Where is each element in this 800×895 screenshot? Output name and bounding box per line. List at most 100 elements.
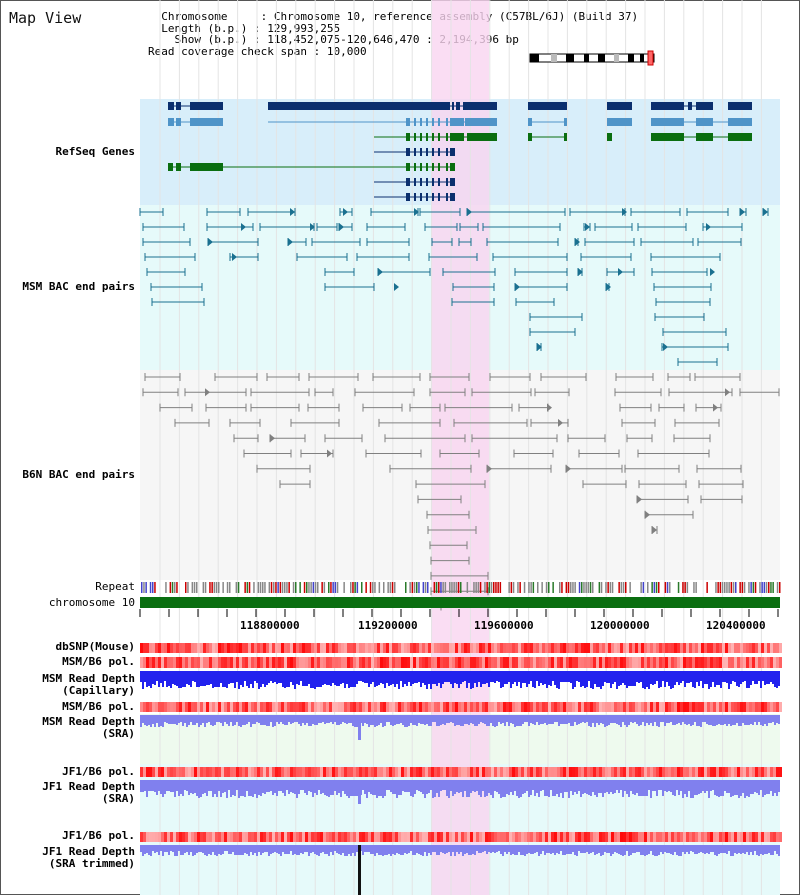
msm-b6-pol-heat-cell [770, 702, 773, 712]
track-label-msm-b6-pol-2[interactable]: MSM/B6 pol. [62, 700, 135, 713]
repeat-element [185, 582, 187, 593]
repeat-element [530, 582, 532, 593]
polymorphism-tracks[interactable] [140, 643, 782, 842]
dbsnp-heat-cell [509, 643, 512, 653]
msm-b6-pol-heat-cell [260, 657, 263, 668]
msm-b6-pol-heat-cell [275, 702, 278, 712]
msm-sra-depth-bar [766, 715, 768, 726]
jf1-sra-depth-bar [632, 780, 634, 794]
jf1-b6-pol-heat-cell [218, 832, 221, 842]
axis-tick-label: 120400000 [706, 619, 766, 632]
b6n-bac-arrow [487, 464, 492, 473]
jf1-sra-depth-bar [402, 780, 404, 791]
repeat-element [248, 582, 251, 593]
track-label-jf1-read-depth-sra-trimmed[interactable]: JF1 Read Depth (SRA trimmed) [10, 846, 135, 870]
msm-capillary-depth-bar [336, 671, 338, 686]
dbsnp-heat-cell [653, 643, 656, 653]
track-label-repeat[interactable]: Repeat [95, 580, 135, 593]
gene-exon [420, 193, 422, 201]
track-label-msm-bac[interactable]: MSM BAC end pairs [22, 280, 135, 293]
msm-b6-pol-heat-cell [194, 657, 197, 668]
msm-b6-pol-heat-cell [230, 702, 233, 712]
msm-b6-pol-heat-cell [305, 702, 308, 712]
jf1-sra-depth-bar [696, 780, 698, 795]
jf1-b6-pol-heat-cell [404, 832, 407, 842]
msm-capillary-depth-bar [434, 671, 436, 684]
jf1-sra-depth-bar [446, 780, 448, 796]
repeat-element [583, 582, 585, 593]
repeat-element [497, 582, 499, 593]
msm-capillary-depth-bar [632, 671, 634, 686]
track-label-msm-b6-pol-1[interactable]: MSM/B6 pol. [62, 655, 135, 668]
chromosome-ideogram[interactable] [529, 50, 655, 66]
dbsnp-heat-cell [650, 643, 653, 653]
jf1-trimmed-depth-bar [320, 845, 322, 853]
dbsnp-heat-cell [332, 643, 335, 653]
dbsnp-heat-cell [260, 643, 263, 653]
msm-b6-pol-heat-cell [521, 657, 524, 668]
repeat-element [317, 582, 319, 593]
read-depth-tracks[interactable] [140, 671, 780, 895]
jf1-trimmed-depth-bar [392, 845, 394, 854]
gene-exon [438, 148, 440, 156]
jf1-trimmed-depth-bar [460, 845, 462, 852]
jf1-sra-depth-bar [778, 780, 780, 792]
dbsnp-heat-cell [452, 643, 455, 653]
gene-exon [190, 102, 223, 110]
msm-b6-pol-heat-cell [635, 657, 638, 668]
msm-b6-pol-heat-cell [728, 702, 731, 712]
refseq-gene-track[interactable] [168, 102, 752, 201]
msm-capillary-depth-bar [620, 671, 622, 685]
msm-b6-pol-heat-cell [551, 657, 554, 668]
track-label-refseq[interactable]: RefSeq Genes [55, 145, 135, 158]
msm-capillary-depth-bar [268, 671, 270, 683]
jf1-b6-pol-heat-cell [563, 832, 566, 842]
jf1-b6-pol-heat-cell [380, 767, 383, 777]
msm-bac-arrow [537, 343, 542, 351]
msm-sra-depth-bar [596, 715, 598, 723]
msm-sra-depth-bar [408, 715, 410, 726]
track-label-jf1-read-depth-sra[interactable]: JF1 Read Depth (SRA) [10, 781, 135, 805]
jf1-trimmed-depth-bar [248, 845, 250, 856]
msm-b6-pol-heat-cell [359, 702, 362, 712]
jf1-sra-depth-bar [200, 780, 202, 797]
jf1-sra-depth-bar [460, 780, 462, 792]
jf1-b6-pol-heat-cell [428, 767, 431, 777]
dbsnp-heat-cell [533, 643, 536, 653]
jf1-b6-pol-heat-cell [284, 767, 287, 777]
msm-sra-depth-bar [262, 715, 264, 725]
gene-exon [168, 163, 173, 171]
gene-exon [438, 178, 440, 186]
msm-capillary-depth-bar [572, 671, 574, 689]
track-label-jf1-b6-pol-1[interactable]: JF1/B6 pol. [62, 765, 135, 778]
track-label-msm-read-depth-capillary[interactable]: MSM Read Depth (Capillary) [10, 673, 135, 697]
repeat-track[interactable] [141, 582, 781, 593]
msm-capillary-depth-bar [178, 671, 180, 688]
track-label-msm-read-depth-sra[interactable]: MSM Read Depth (SRA) [10, 716, 135, 740]
msm-capillary-depth-bar [738, 671, 740, 687]
track-label-dbsnp[interactable]: dbSNP(Mouse) [55, 640, 135, 653]
msm-b6-pol-heat-cell [722, 657, 725, 668]
jf1-b6-pol-heat-cell [602, 767, 605, 777]
jf1-trimmed-depth-bar [310, 845, 312, 853]
jf1-b6-pol-heat-cell [407, 767, 410, 777]
msm-sra-depth-bar [394, 715, 396, 725]
msm-b6-pol-heat-cell [587, 657, 590, 668]
dbsnp-heat-cell [581, 643, 584, 653]
gene-exon [463, 102, 497, 110]
track-label-b6n-bac[interactable]: B6N BAC end pairs [22, 468, 135, 481]
ideogram-band [614, 54, 619, 62]
repeat-element [226, 582, 229, 593]
jf1-b6-pol-heat-cell [635, 832, 638, 842]
jf1-b6-pol-heat-cell [749, 832, 752, 842]
msm-capillary-depth-bar [416, 671, 418, 683]
msm-sra-depth-bar [260, 715, 262, 725]
msm-b6-pol-heat-cell [167, 657, 170, 668]
msm-bac-track[interactable] [139, 208, 769, 366]
msm-sra-depth-bar [182, 715, 184, 726]
jf1-sra-depth-bar [586, 780, 588, 794]
track-label-jf1-b6-pol-2[interactable]: JF1/B6 pol. [62, 829, 135, 842]
msm-capillary-depth-bar [276, 671, 278, 684]
msm-capillary-depth-bar [602, 671, 604, 686]
